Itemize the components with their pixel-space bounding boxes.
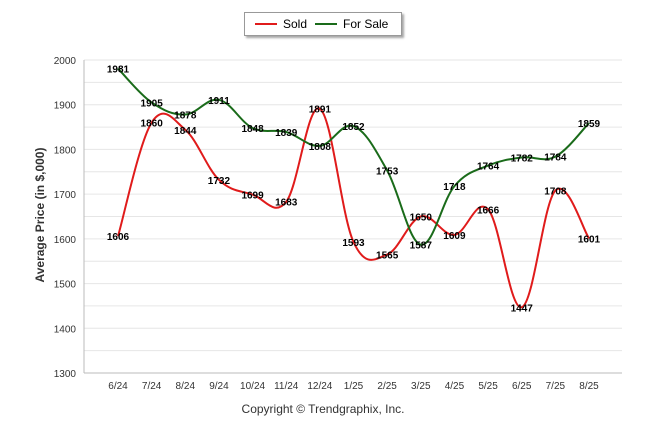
data-label-for-sale: 1753 [376,166,399,177]
data-label-for-sale: 1718 [443,182,466,193]
series-line-for-sale [117,67,590,246]
data-label-sold: 1447 [511,303,534,314]
x-tick-label: 6/24 [108,381,128,392]
legend: Sold For Sale [244,12,402,36]
data-label-for-sale: 1808 [309,142,332,153]
y-tick-label: 2000 [54,56,77,67]
data-label-sold: 1891 [309,105,332,116]
data-label-sold: 1860 [141,119,164,130]
data-label-for-sale: 1587 [410,241,433,252]
data-label-for-sale: 1878 [174,111,197,122]
y-tick-label: 1700 [54,190,77,201]
x-tick-label: 9/24 [209,381,229,392]
data-label-sold: 1666 [477,205,500,216]
x-tick-label: 2/25 [377,381,397,392]
data-label-for-sale: 1905 [141,98,164,109]
y-tick-label: 1600 [54,235,77,246]
legend-label-for-sale: For Sale [343,17,389,31]
data-label-for-sale: 1911 [208,96,230,107]
legend-swatch-for-sale [315,23,337,25]
data-label-sold: 1683 [275,198,298,209]
data-label-for-sale: 1859 [578,119,601,130]
legend-item-sold: Sold [255,17,307,31]
data-label-sold: 1601 [578,234,601,245]
legend-swatch-sold [255,23,277,25]
x-tick-label: 6/25 [512,381,532,392]
legend-item-for-sale: For Sale [315,17,388,31]
data-label-sold: 1606 [107,232,130,243]
y-tick-label: 1300 [54,369,77,380]
data-label-sold: 1609 [443,231,466,242]
x-tick-label: 3/25 [411,381,431,392]
data-label-for-sale: 1764 [477,162,500,173]
y-tick-label: 1400 [54,324,77,335]
data-label-for-sale: 1848 [241,124,264,135]
y-tick-label: 1800 [54,145,77,156]
data-label-sold: 1732 [208,176,231,187]
legend-label-sold: Sold [283,17,308,31]
data-label-sold: 1844 [174,126,197,137]
copyright-text: Copyright © Trendgraphix, Inc. [241,402,405,416]
data-label-for-sale: 1852 [342,122,365,133]
data-label-sold: 1565 [376,251,399,262]
x-tick-label: 7/25 [546,381,566,392]
data-label-sold: 1593 [342,238,365,249]
data-label-sold: 1708 [544,187,567,198]
data-label-for-sale: 1782 [511,153,534,164]
x-tick-label: 7/24 [142,381,162,392]
x-tick-label: 10/24 [240,381,265,392]
x-tick-label: 8/24 [176,381,196,392]
y-tick-label: 1500 [54,280,77,291]
series-line-sold [117,107,590,309]
x-tick-label: 1/25 [344,381,364,392]
y-tick-label: 1900 [54,101,77,112]
x-tick-label: 11/24 [274,381,299,392]
data-label-for-sale: 1839 [275,128,298,139]
data-label-for-sale: 1981 [107,64,130,75]
y-axis-label: Average Price (in $,000) [33,147,47,283]
data-label-sold: 1699 [241,191,264,202]
x-tick-label: 12/24 [307,381,332,392]
data-label-sold: 1650 [410,213,433,224]
x-tick-label: 8/25 [579,381,599,392]
x-tick-label: 4/25 [445,381,465,392]
data-label-for-sale: 1784 [544,153,567,164]
x-tick-label: 5/25 [478,381,498,392]
